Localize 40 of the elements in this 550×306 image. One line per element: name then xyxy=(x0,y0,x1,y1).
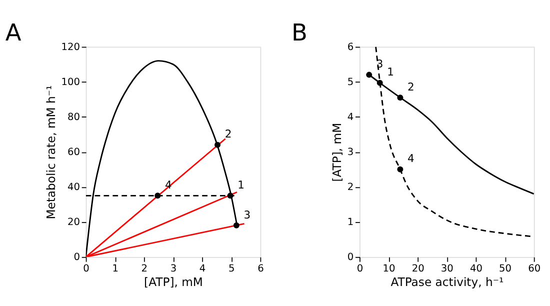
y-tick-label: 0 xyxy=(74,252,80,264)
x-tick-label: 4 xyxy=(199,264,206,275)
chart-title: A xyxy=(5,20,22,47)
y-tick-label: 80 xyxy=(68,112,80,123)
x-tick-label: 3 xyxy=(170,264,177,275)
x-tick-label: 20 xyxy=(412,264,424,275)
y-tick-label: 6 xyxy=(347,42,354,53)
y-tick-label: 40 xyxy=(68,182,80,194)
annotation: 4 xyxy=(408,152,415,166)
x-tick-label: 60 xyxy=(528,264,541,275)
x-tick-label: 0 xyxy=(356,264,364,275)
x-axis-title: [ATP], mM xyxy=(144,275,203,290)
x-tick-label: 0 xyxy=(83,264,90,275)
x-tick-label: 1 xyxy=(112,264,118,275)
x-tick-label: 2 xyxy=(141,264,148,275)
x-tick-label: 50 xyxy=(499,264,512,275)
annotation: 1 xyxy=(238,178,244,192)
y-tick-label: 0 xyxy=(347,252,354,264)
annotation: 2 xyxy=(224,128,232,141)
x-axis-title: ATPase activity, h⁻¹ xyxy=(390,275,504,290)
x-tick-label: 5 xyxy=(228,264,235,275)
y-tick-label: 5 xyxy=(347,76,354,88)
y-tick-label: 100 xyxy=(61,76,80,88)
annotation: 1 xyxy=(387,66,394,79)
chart-title: B xyxy=(292,20,308,47)
x-tick-label: 40 xyxy=(470,264,482,275)
annotation: 2 xyxy=(408,80,414,94)
y-tick-label: 20 xyxy=(68,217,80,228)
y-tick-label: 120 xyxy=(61,42,80,53)
y-axis-title: Metabolic rate, mM h⁻¹ xyxy=(44,85,58,220)
y-tick-label: 60 xyxy=(68,147,80,158)
y-tick-label: 3 xyxy=(347,147,354,158)
x-tick-label: 30 xyxy=(440,264,454,275)
annotation: 3 xyxy=(244,208,251,222)
y-axis-title: [ATP], mM xyxy=(330,122,344,182)
x-tick-label: 10 xyxy=(382,264,396,275)
x-tick-label: 6 xyxy=(258,264,264,275)
y-tick-label: 2 xyxy=(347,182,354,194)
y-tick-label: 1 xyxy=(347,217,354,228)
y-tick-label: 4 xyxy=(347,112,354,123)
